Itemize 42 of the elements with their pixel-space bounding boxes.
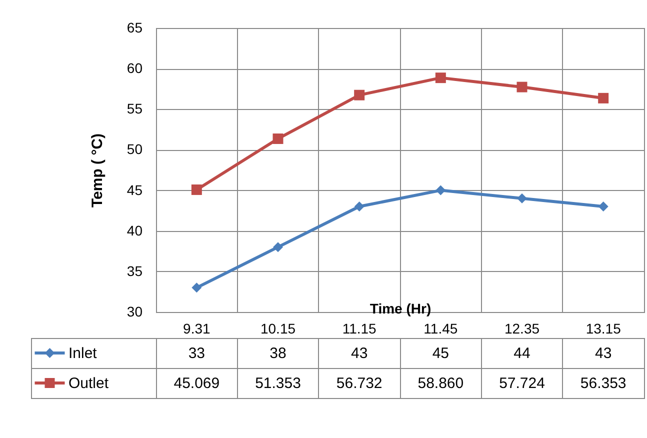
y-tick-label: 65 — [126, 20, 143, 36]
data-label: 45.069 — [174, 375, 220, 392]
y-tick-label: 55 — [126, 100, 143, 117]
point — [435, 72, 446, 84]
data-label: 43 — [594, 345, 612, 362]
x-tick-label: 12.35 — [504, 320, 540, 336]
y-tick-label: 35 — [126, 262, 143, 279]
y-axis-title: Temp ( °C) — [88, 133, 106, 208]
data-label: 56.353 — [580, 375, 626, 392]
x-tick-label: 11.15 — [342, 320, 377, 336]
point — [192, 282, 202, 293]
data-label: 45 — [432, 345, 450, 362]
y-tick-label: 60 — [126, 60, 143, 76]
x-tick-label: 13.15 — [586, 320, 622, 336]
x-axis-title: Time (Hr) — [370, 300, 432, 316]
x-tick-label: 11.45 — [424, 320, 458, 336]
y-tick-label: 50 — [126, 141, 143, 158]
point — [273, 242, 283, 252]
point — [191, 184, 202, 195]
point — [598, 202, 608, 212]
point — [354, 202, 364, 212]
data-label: 51.353 — [255, 375, 301, 392]
data-label: 56.732 — [336, 375, 382, 392]
x-tick-label: 9.31 — [183, 320, 211, 336]
point — [517, 193, 527, 204]
data-label: 57.724 — [499, 375, 545, 392]
x-tick-label: 10.15 — [260, 320, 296, 336]
data-label: 58.860 — [418, 375, 464, 392]
y-tick-label: 40 — [126, 222, 143, 238]
point — [354, 90, 365, 100]
data-label: 38 — [270, 345, 286, 362]
point — [436, 185, 446, 196]
point — [516, 82, 528, 92]
data-label: 43 — [350, 345, 368, 362]
point — [598, 92, 609, 104]
legend-label: Outlet — [68, 375, 110, 392]
y-tick-label: 45 — [126, 182, 143, 198]
y-tick-label: 30 — [126, 304, 143, 320]
point — [272, 133, 284, 144]
legend-label: Inlet — [68, 345, 98, 362]
data-label: 44 — [514, 345, 530, 362]
data-label: 33 — [188, 345, 206, 362]
